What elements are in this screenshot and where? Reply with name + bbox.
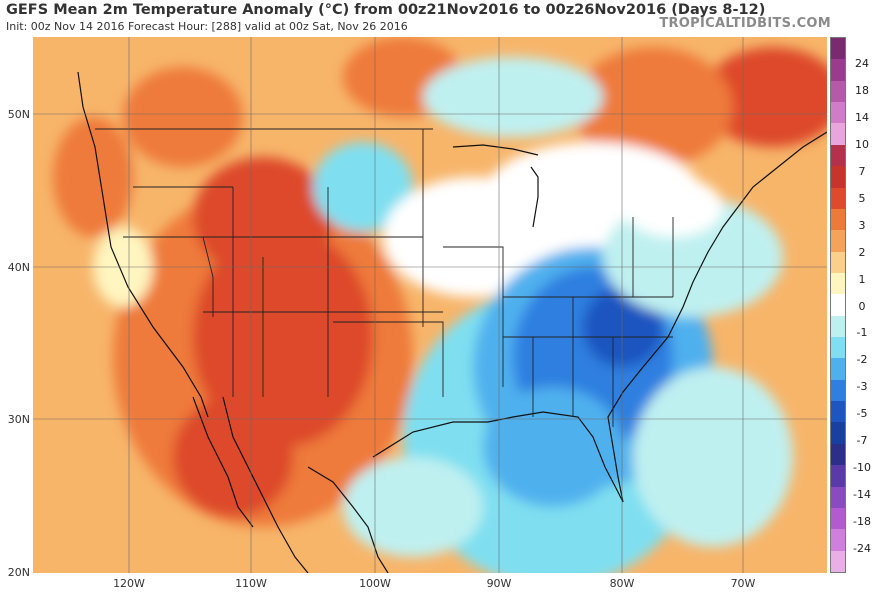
colorbar-segment (831, 272, 845, 295)
lon-label-80w: 80W (609, 577, 635, 590)
lat-label-30n: 30N (7, 413, 30, 426)
colorbar-label: 0 (858, 300, 866, 313)
brand-watermark: TROPICALTIDBITS.COM (659, 16, 831, 31)
lon-label-120w: 120W (113, 577, 145, 590)
colorbar-segment (831, 294, 845, 317)
colorbar-label: 1 (858, 273, 866, 286)
colorbar-segment (831, 465, 845, 488)
colorbar-label: 3 (858, 219, 866, 232)
colorbar-label: -5 (856, 407, 868, 420)
colorbar-segment (831, 486, 845, 509)
colorbar-segment (831, 230, 845, 253)
colorbar-segment (831, 337, 845, 359)
map-subtitle: Init: 00z Nov 14 2016 Forecast Hour: [28… (6, 20, 408, 33)
colorbar-segment (831, 379, 845, 402)
colorbar-label: -24 (853, 542, 871, 555)
colorbar-label: 7 (858, 165, 866, 178)
colorbar-segment (831, 443, 845, 466)
colorbar (830, 37, 846, 573)
colorbar-label: 2 (858, 246, 866, 259)
colorbar-segment (831, 59, 845, 82)
colorbar-label: -7 (856, 434, 868, 447)
colorbar-segment (831, 401, 845, 423)
colorbar-segment (831, 166, 845, 189)
lon-label-110w: 110W (235, 577, 267, 590)
lat-label-50n: 50N (7, 108, 30, 121)
colorbar-segment (831, 550, 845, 573)
gridlines (33, 37, 827, 573)
colorbar-segment (831, 38, 845, 60)
temperature-anomaly-map (33, 37, 827, 573)
colorbar-label: -18 (853, 515, 871, 528)
colorbar-label: 14 (855, 111, 869, 124)
colorbar-segment (831, 315, 845, 338)
map-title: GEFS Mean 2m Temperature Anomaly (°C) fr… (6, 2, 766, 18)
lon-label-70w: 70W (730, 577, 756, 590)
state-borders (95, 128, 674, 427)
lon-label-100w: 100W (359, 577, 391, 590)
colorbar-segment (831, 422, 845, 445)
colorbar-label: 10 (855, 138, 869, 151)
coastlines (77, 71, 827, 573)
colorbar-label: -3 (856, 380, 868, 393)
colorbar-segment (831, 80, 845, 103)
colorbar-label: 18 (855, 84, 869, 97)
colorbar-segment (831, 187, 845, 210)
lon-label-90w: 90W (486, 577, 512, 590)
colorbar-label: -10 (853, 461, 871, 474)
colorbar-segment (831, 507, 845, 530)
colorbar-label: -2 (856, 353, 868, 366)
colorbar-segment (831, 123, 845, 146)
lat-label-40n: 40N (7, 261, 30, 274)
colorbar-label: -14 (853, 488, 871, 501)
colorbar-segment (831, 251, 845, 274)
colorbar-segment (831, 529, 845, 552)
colorbar-label: -1 (856, 326, 868, 339)
colorbar-segment (831, 208, 845, 231)
colorbar-segment (831, 358, 845, 381)
colorbar-segment (831, 144, 845, 167)
colorbar-segment (831, 102, 845, 124)
colorbar-label: 5 (858, 192, 866, 205)
colorbar-label: 24 (855, 57, 869, 70)
lat-label-20n: 20N (7, 566, 30, 579)
